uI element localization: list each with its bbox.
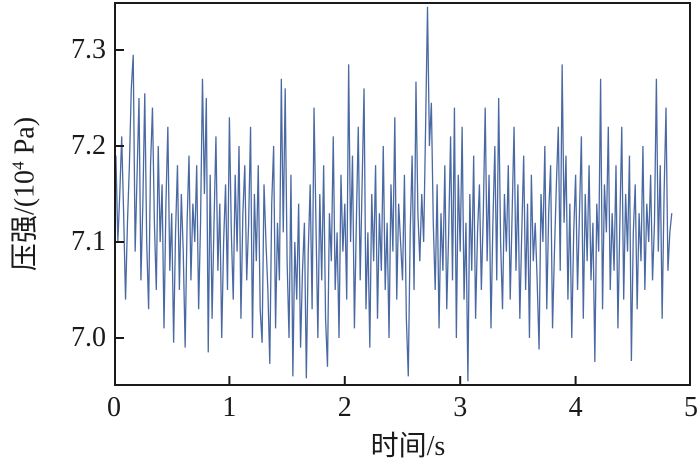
x-tick-label: 2 <box>337 392 352 423</box>
y-tick-label: 7.0 <box>71 322 106 353</box>
y-tick-label: 7.2 <box>71 130 106 161</box>
y-axis-label: 压强/(104 Pa) <box>2 117 41 271</box>
y-tick-label: 7.3 <box>71 34 106 65</box>
y-axis-label-suffix: Pa) <box>9 116 41 162</box>
x-tick-label: 4 <box>568 392 583 423</box>
axes-frame <box>114 2 691 386</box>
x-tick-label: 5 <box>684 392 698 423</box>
y-axis-label-superscript: 4 <box>8 161 28 170</box>
x-tick-label: 3 <box>453 392 468 423</box>
x-axis-label: 时间/s <box>370 431 446 462</box>
y-tick-label: 7.1 <box>71 226 106 257</box>
x-tick-label: 0 <box>107 392 121 423</box>
plot-area <box>114 2 691 386</box>
y-axis-label-prefix: 压强/(10 <box>9 169 41 272</box>
pressure-series-line <box>114 6 673 382</box>
x-tick-label: 1 <box>222 392 237 423</box>
